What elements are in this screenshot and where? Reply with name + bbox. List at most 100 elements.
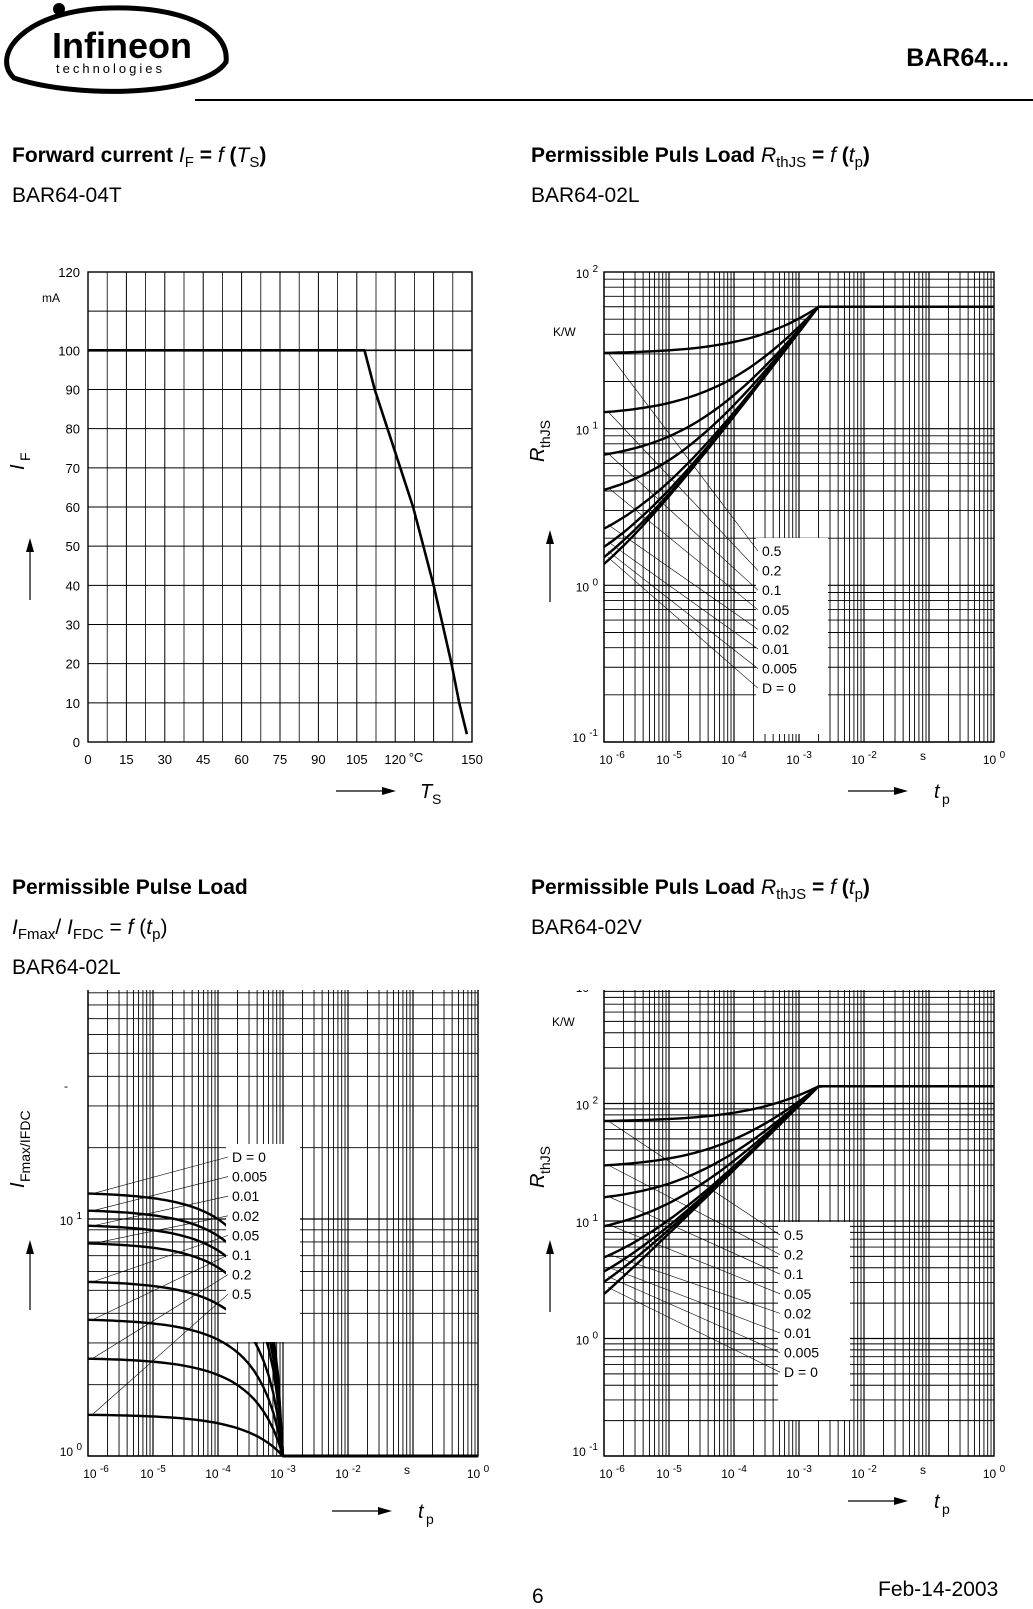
legend-label: 0.01 (762, 641, 789, 657)
y-unit-label: mA (42, 291, 60, 305)
y-tick-label: 10 0 (576, 577, 599, 594)
y-axis-arrow-head (26, 538, 34, 552)
legend-label: D = 0 (784, 1364, 818, 1380)
x-tick-label: 105 (346, 752, 368, 767)
legend-leader (91, 1176, 229, 1212)
y-tick-label: 10 0 (60, 1442, 83, 1459)
legend-label: 0.2 (784, 1247, 804, 1263)
legend-label: 0.5 (232, 1286, 252, 1302)
legend-label: 0.5 (784, 1227, 804, 1243)
legend-label: 0.005 (232, 1169, 267, 1185)
legend-leader (91, 1293, 229, 1416)
x-axis-title: T (420, 781, 434, 803)
x-unit-label: °C (409, 750, 424, 765)
p1-title: Forward current IF = f (TS) (12, 144, 267, 172)
legend-leader (607, 453, 759, 591)
p4-device: BAR64-02V (531, 916, 642, 939)
legend-leader (607, 1224, 781, 1295)
x-tick-label: 10 -4 (205, 1464, 231, 1481)
x-tick-label: 10 0 (983, 750, 1006, 767)
legend-leader (607, 1164, 781, 1255)
legend-label: 0.01 (784, 1325, 811, 1341)
legend-label: 0.5 (762, 543, 782, 559)
y-tick-label: 10 (66, 696, 80, 711)
legend-box (756, 538, 828, 734)
legend-label: 0.1 (762, 582, 782, 598)
x-unit-label: s (404, 1463, 410, 1477)
x-tick-label: 10 -5 (140, 1464, 166, 1481)
series-line (603, 305, 994, 565)
x-tick-label: 45 (196, 752, 210, 767)
legend-leader (91, 1235, 229, 1283)
legend-box (778, 1222, 850, 1420)
chart-forward-current: 0 15 30 45 60 75 90 105 120 150 0 10 20 30 40 50 60 70 80 9… (7, 265, 483, 807)
y-tick-label: 120 (58, 265, 80, 280)
y-axis-title: I (7, 464, 29, 470)
y-tick-label: 10 -1 (572, 728, 598, 745)
x-axis-title: t (934, 1491, 941, 1513)
y-unit-label: K/W (553, 325, 576, 339)
y-tick-label: 10 -1 (572, 1442, 598, 1459)
x-axis-arrow-head (894, 1497, 908, 1505)
y-tick-label: 40 (66, 578, 80, 593)
x-tick-label: 10 -2 (851, 1464, 877, 1481)
y-axis-arrow-head (546, 530, 554, 544)
x-tick-label: 90 (311, 752, 325, 767)
y-tick-label: 10 2 (576, 1096, 599, 1113)
p2-title-text: Permissible Puls Load (531, 144, 756, 167)
x-tick-label: 30 (158, 752, 172, 767)
p3-title: Permissible Pulse Load (12, 876, 248, 899)
p3-expr: IFmax/ IFDC = f (tp) (12, 916, 168, 944)
part-number: BAR64... (906, 44, 1009, 72)
legend-label: 0.01 (232, 1188, 259, 1204)
y-tick-label: 10 1 (60, 1211, 83, 1228)
y-axis-title-sub: thJS (537, 420, 553, 448)
plot-frame (87, 271, 473, 743)
y-tick-label: 10 0 (576, 1331, 599, 1348)
legend-leader (607, 352, 759, 552)
x-axis-title-sub: S (432, 791, 441, 807)
legend-leader (607, 541, 759, 650)
legend-label: D = 0 (232, 1149, 266, 1165)
series-line (87, 1413, 478, 1458)
y-axis-title: R (527, 448, 549, 462)
p2-device: BAR64-02L (531, 184, 640, 207)
legend-label: 0.2 (762, 563, 782, 579)
plot-frame (603, 271, 995, 743)
x-tick-label: 10 -2 (851, 750, 877, 767)
y-axis-arrow-head (26, 1240, 34, 1254)
chart-ifmax-02l: 10 -6 10 -5 10 -4 10 -3 10 -2 10 0 s 10 0 10 1 10… (7, 990, 490, 1527)
y-axis-title: I (7, 1182, 29, 1188)
page-number: 6 (532, 1585, 544, 1608)
legend-label: 0.1 (232, 1247, 252, 1263)
y-tick-label: 0 (73, 735, 80, 750)
y-tick-label: 10 1 (576, 1213, 599, 1230)
x-tick-label: 15 (119, 752, 133, 767)
x-unit-label: s (920, 1463, 926, 1477)
p2-title: Permissible Puls Load RthJS = f (tp) (531, 144, 870, 172)
legend-label: 0.02 (232, 1208, 259, 1224)
p4-title-text: Permissible Puls Load (531, 876, 756, 899)
logo-word: Infineon (52, 25, 192, 66)
legend-label: 0.05 (762, 602, 789, 618)
legend-leader (607, 1196, 781, 1275)
x-axis-title-sub: p (942, 1501, 950, 1517)
legend-leader (91, 1195, 229, 1227)
y-tick-label: 80 (66, 422, 80, 437)
legend-leader (607, 1276, 781, 1353)
plot-frame (603, 990, 995, 1457)
x-tick-label: 150 (461, 752, 483, 767)
x-unit-label: s (920, 749, 926, 763)
x-tick-label: 10 -5 (656, 1464, 682, 1481)
p4-title: Permissible Puls Load RthJS = f (tp) (531, 876, 870, 904)
y-axis-arrow-head (546, 1240, 554, 1254)
legend-label: 0.02 (762, 621, 789, 637)
x-tick-label: 0 (84, 752, 91, 767)
x-tick-label: 10 -3 (270, 1464, 296, 1481)
legend-label: 0.2 (232, 1267, 252, 1283)
x-tick-label: 10 0 (983, 1464, 1006, 1481)
y-tick-label: 90 (66, 383, 80, 398)
legend-leader (91, 1156, 229, 1195)
legend-label: 0.1 (784, 1266, 804, 1282)
x-tick-label: 10 -4 (721, 1464, 747, 1481)
